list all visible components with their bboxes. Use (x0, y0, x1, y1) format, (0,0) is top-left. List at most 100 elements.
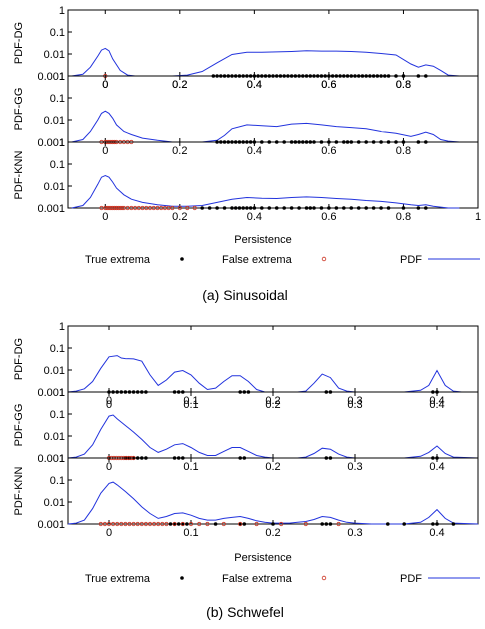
true-extrema-point (416, 206, 421, 210)
y-tick-label: 0.1 (50, 343, 65, 355)
true-extrema-point (356, 206, 361, 210)
false-extrema-point (123, 521, 128, 527)
true-extrema-point (222, 206, 227, 210)
x-tick-label-inner: 0.1 (183, 395, 198, 407)
panel-frame (67, 75, 479, 143)
y-tick-label: 1 (59, 71, 65, 83)
y-tick-label: 0.1 (50, 409, 65, 421)
true-extrema-point (435, 522, 439, 526)
true-extrema-point (215, 206, 219, 210)
x-tick-label: 0.4 (247, 211, 262, 223)
true-extrema-point (241, 206, 245, 210)
legend-false-marker (321, 256, 327, 262)
true-extrema-point (328, 522, 333, 526)
true-extrema-point (327, 206, 331, 210)
y-tick-label: 0.1 (50, 93, 65, 105)
y-tick-label: 0.1 (50, 27, 65, 39)
y-tick-label: 0.001 (37, 71, 65, 83)
true-extrema-point (233, 206, 238, 210)
true-extrema-point (274, 206, 279, 210)
x-tick-label-inner: 0.2 (172, 145, 187, 157)
legend-pdf-label: PDF (400, 573, 422, 585)
true-extrema-point (324, 522, 329, 526)
false-extrema-point (111, 521, 116, 527)
y-tick-label: 1 (59, 453, 65, 465)
y-tick-label: 0.01 (44, 115, 65, 127)
x-tick-label-inner: 0 (106, 395, 112, 407)
y-tick-label: 0.01 (44, 497, 65, 509)
true-extrema-point (181, 522, 185, 526)
false-extrema-point (160, 521, 165, 527)
true-extrema-point (230, 206, 234, 210)
true-extrema-point (267, 206, 272, 210)
true-extrema-point (252, 206, 257, 210)
x-tick-label-inner: 0.6 (321, 79, 336, 91)
y-axis-label: PDF-GG (13, 88, 25, 131)
x-tick-label: 0.2 (265, 399, 280, 411)
true-extrema-point (213, 522, 218, 526)
y-tick-label: 1 (59, 321, 65, 333)
false-extrema-point (127, 521, 132, 527)
x-tick-label: 0.3 (347, 399, 362, 411)
x-tick-label: 0.3 (347, 527, 362, 539)
y-axis-label: PDF-DG (13, 338, 25, 380)
x-tick-label-inner: 0.2 (265, 395, 280, 407)
x-tick-label-inner: 0.2 (172, 79, 187, 91)
y-axis-label: PDF-KNN (13, 151, 25, 200)
false-extrema-point (152, 521, 157, 527)
x-tick-label: 1 (475, 211, 481, 223)
false-extrema-point (119, 205, 125, 211)
x-tick-label-inner: 0 (102, 145, 108, 157)
true-extrema-point (176, 522, 181, 526)
false-extrema-point (135, 521, 140, 527)
true-extrema-point (320, 522, 325, 526)
panel-pdf-dg: 1 0.1 0.01 0.001 PDF-DG (13, 321, 479, 399)
false-extrema-point (192, 205, 197, 211)
x-tick-label: 0.1 (183, 399, 198, 411)
pdf-series-line (71, 47, 460, 77)
x-tick-label: 0.6 (321, 79, 336, 91)
false-extrema-point (238, 521, 243, 527)
legend-false-label: False extrema (222, 573, 293, 585)
pdf-series-line (71, 174, 460, 209)
true-extrema-point (185, 522, 189, 526)
true-extrema-point (271, 522, 275, 526)
y-tick-label: 0.01 (44, 365, 65, 377)
true-extrema-point (379, 206, 383, 210)
y-tick-label: 0.01 (44, 49, 65, 61)
true-extrema-point (237, 206, 242, 210)
x-axis-label: Persistence (234, 552, 291, 564)
true-extrema-point (242, 522, 247, 526)
chart-0: 1 0.1 0.01 0.001 PDF-DG 1 0.1 0.01 0.001 PDF-GG 0 0… (13, 5, 481, 303)
y-tick-label: 1 (59, 137, 65, 149)
false-extrema-point (131, 521, 136, 527)
false-extrema-point (139, 521, 144, 527)
legend-false-label: False extrema (222, 254, 293, 266)
false-extrema-point (254, 521, 259, 527)
false-extrema-point (106, 521, 112, 527)
true-extrema-point (282, 206, 286, 210)
true-extrema-point (312, 206, 316, 210)
panel-pdf-knn: 1 0.1 0.01 0.001 PDF-KNN 0 0.2 0.4 0.6 0.8 (13, 137, 479, 215)
true-extrema-point (308, 206, 313, 210)
true-extrema-point (334, 206, 339, 210)
x-tick-label: 0.8 (396, 79, 411, 91)
y-axis-label: PDF-KNN (13, 467, 25, 516)
false-extrema-point (147, 521, 153, 527)
chart-caption: (b) Schwefel (206, 604, 284, 620)
pdf-series-line (67, 481, 479, 525)
true-extrema-point (424, 206, 428, 210)
pdf-series-line (67, 414, 479, 459)
y-tick-label: 0.1 (50, 159, 65, 171)
pdf-series-line (71, 110, 460, 143)
true-extrema-point (168, 522, 173, 526)
true-extrema-point (319, 206, 324, 210)
true-extrema-point (297, 206, 301, 210)
pdf-series-line (67, 355, 478, 393)
true-extrema-point (364, 206, 368, 210)
y-tick-label: 1 (59, 387, 65, 399)
false-extrema-point (180, 521, 185, 527)
legend-true-marker (180, 257, 184, 261)
